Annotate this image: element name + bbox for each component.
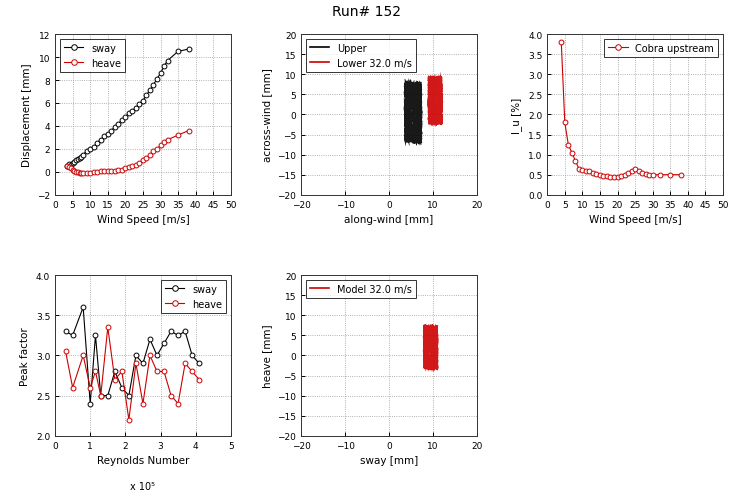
Legend: Model 32.0 m/s: Model 32.0 m/s — [306, 281, 416, 298]
X-axis label: sway [mm]: sway [mm] — [360, 455, 418, 465]
Y-axis label: I_u [%]: I_u [%] — [512, 97, 523, 133]
Legend: sway, heave: sway, heave — [60, 40, 125, 73]
X-axis label: Reynolds Number: Reynolds Number — [97, 455, 189, 465]
Legend: Cobra upstream: Cobra upstream — [604, 40, 718, 58]
Y-axis label: heave [mm]: heave [mm] — [262, 324, 272, 387]
Text: x 10⁵: x 10⁵ — [131, 481, 156, 491]
Y-axis label: across-wind [mm]: across-wind [mm] — [262, 68, 272, 162]
X-axis label: along-wind [mm]: along-wind [mm] — [344, 215, 434, 225]
Legend: Upper, Lower 32.0 m/s: Upper, Lower 32.0 m/s — [306, 40, 416, 73]
X-axis label: Wind Speed [m/s]: Wind Speed [m/s] — [97, 215, 189, 225]
Y-axis label: Peak factor: Peak factor — [21, 326, 30, 385]
Text: Run# 152: Run# 152 — [333, 5, 401, 19]
Legend: sway, heave: sway, heave — [161, 281, 226, 313]
Y-axis label: Displacement [mm]: Displacement [mm] — [21, 64, 32, 167]
X-axis label: Wind Speed [m/s]: Wind Speed [m/s] — [589, 215, 681, 225]
